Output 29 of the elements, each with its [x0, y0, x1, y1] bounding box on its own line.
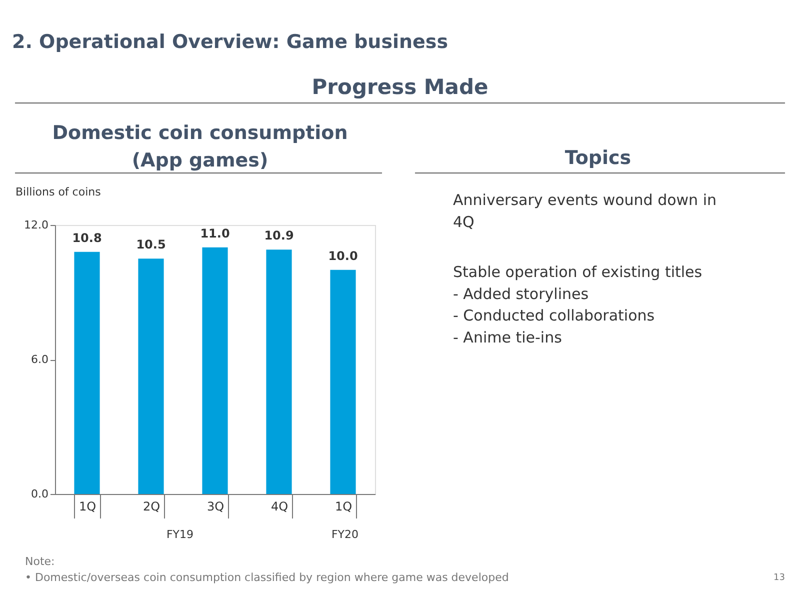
data-label: 10.0 — [328, 248, 358, 263]
bar — [202, 247, 228, 494]
y-axis-title: Billions of coins — [16, 186, 102, 198]
text: Note: • Domestic/overseas coin consumption classified by region where game was developed — [25, 555, 509, 584]
data-label: 10.5 — [136, 238, 166, 252]
text: Anniversary events wound down in 4Q — [453, 191, 717, 231]
bar — [266, 250, 292, 494]
text: FY19 — [166, 528, 194, 541]
text: Topics — [564, 147, 632, 169]
text: Progress Made — [312, 75, 488, 99]
x-tick-label: 1Q — [78, 500, 96, 514]
bar — [74, 252, 100, 494]
data-label: 10.8 — [72, 230, 102, 245]
text: 13 — [774, 573, 785, 583]
x-tick-label: 2Q — [142, 500, 160, 514]
y-tick-label: 0.0 — [31, 488, 48, 500]
y-tick-label: 12.0 — [24, 218, 48, 232]
bar — [138, 258, 164, 494]
data-label: 11.0 — [200, 226, 230, 240]
x-tick-label: 4Q — [270, 500, 288, 514]
text: FY20 — [331, 528, 359, 541]
x-tick-label: 3Q — [206, 500, 224, 514]
text: 2. Operational Overview: Game business — [12, 31, 448, 53]
text: Stable operation of existing titles - Added storylines - Conducted collaborations - Anime tie-ins — [453, 263, 702, 346]
chart-title: Domestic coin consumption (App games) — [52, 122, 348, 172]
bar — [330, 270, 356, 494]
data-label: 10.9 — [264, 228, 294, 243]
y-tick-label: 6.0 — [31, 353, 48, 366]
x-tick-label: 1Q — [334, 500, 352, 514]
